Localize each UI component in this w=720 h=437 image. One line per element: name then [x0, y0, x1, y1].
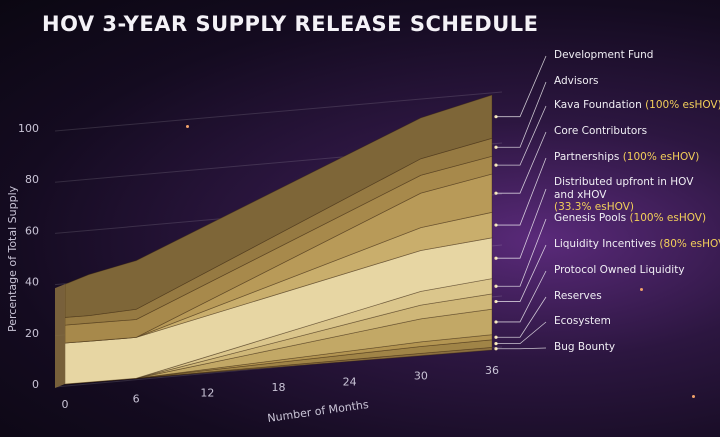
area-protocol-owned-liquidity [64, 308, 493, 385]
area-advisors [64, 137, 493, 326]
connector-line [496, 218, 547, 287]
x-tick-label: 6 [133, 392, 140, 405]
x-axis-title: Number of Months [267, 398, 370, 425]
connector-line [496, 270, 547, 323]
area-development-fund [64, 94, 493, 318]
connector-line [496, 105, 547, 166]
background-star [692, 395, 695, 398]
y-tick-label: 100 [18, 122, 39, 135]
connector-line [496, 157, 547, 226]
x-tick-label: 18 [272, 381, 286, 394]
area-genesis-pools [64, 278, 493, 385]
x-tick-label: 12 [200, 387, 214, 400]
depth-face [55, 284, 65, 388]
x-tick-label: 30 [414, 370, 428, 383]
y-tick-label: 40 [25, 276, 39, 289]
x-tick-labels: 0 6 12 18 24 30 36 [62, 364, 500, 411]
background-star [640, 288, 643, 291]
connector-line [496, 131, 547, 194]
series-areas [55, 94, 493, 388]
connector-line [496, 81, 547, 148]
y-tick-label: 80 [25, 173, 39, 186]
connector-line [496, 347, 547, 350]
x-tick-label: 36 [485, 364, 499, 377]
connector-line [496, 321, 547, 345]
chart-title: HOV 3-YEAR SUPPLY RELEASE SCHEDULE [42, 12, 539, 36]
x-tick-label: 24 [343, 375, 357, 388]
x-tick-label: 0 [62, 398, 69, 411]
area-ecosystem [64, 339, 493, 385]
legend-connectors [494, 55, 547, 351]
y-tick-label: 60 [25, 224, 39, 237]
connector-line [496, 296, 547, 338]
area-kava-foundation [64, 155, 493, 344]
area-liquidity-incentives [64, 293, 493, 385]
y-tick-labels: 0 20 40 60 80 100 [18, 122, 39, 391]
background-star [186, 125, 189, 128]
y-tick-label: 20 [25, 327, 39, 340]
connector-line [496, 244, 547, 302]
grid-line [54, 91, 503, 132]
area-bug-bounty [64, 346, 493, 385]
area-reserves [64, 334, 493, 385]
y-axis-title: Percentage of Total Supply [6, 185, 19, 332]
connector-line [496, 55, 547, 118]
connector-line [496, 188, 547, 259]
y-tick-label: 0 [32, 378, 39, 391]
